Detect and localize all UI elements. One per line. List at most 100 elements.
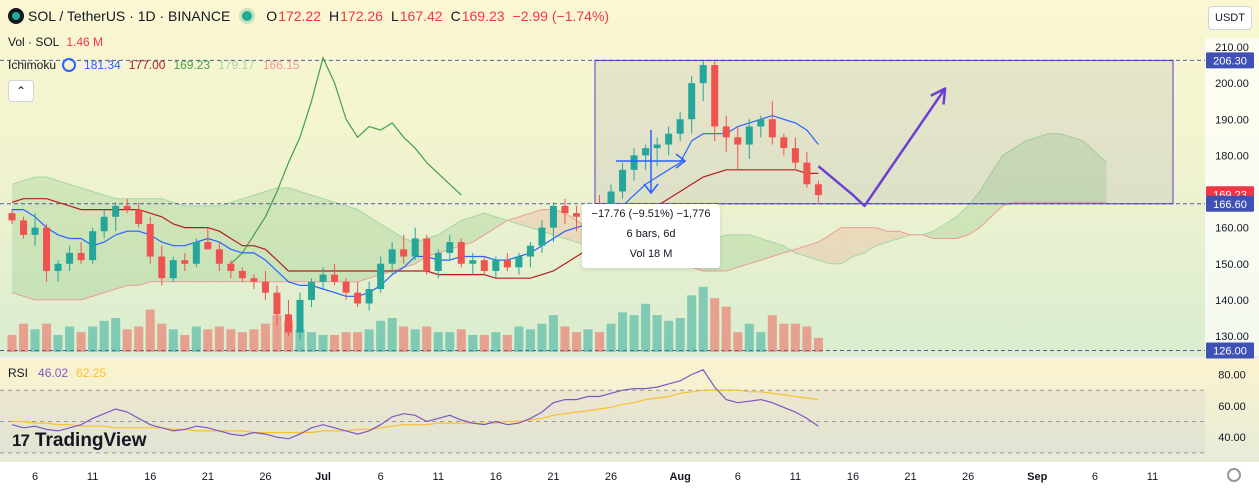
kumo-cloud-segment bbox=[968, 191, 980, 235]
candle-body bbox=[43, 227, 51, 271]
kumo-cloud-segment bbox=[461, 216, 473, 246]
candle-body bbox=[676, 119, 684, 134]
time-axis-tick-label: 21 bbox=[547, 471, 559, 483]
tradingview-logo[interactable]: 17 TradingView bbox=[12, 430, 147, 452]
kumo-cloud-segment bbox=[818, 234, 830, 264]
candle-body bbox=[526, 245, 534, 257]
volume-bar bbox=[422, 326, 432, 352]
volume-value: 1.46 M bbox=[66, 35, 104, 49]
candle-body bbox=[515, 256, 523, 268]
ichimoku-span-a-value: 179.17 bbox=[218, 58, 255, 72]
candle-body bbox=[31, 227, 39, 235]
indicator-source-icon bbox=[62, 58, 77, 72]
kumo-cloud-segment bbox=[772, 242, 784, 257]
volume-bar bbox=[364, 329, 374, 352]
chart-legend-header: SOL / TetherUS · 1D · BINANCE O 172.22 H… bbox=[8, 8, 609, 24]
rsi-legend[interactable]: RSI 46.02 62.25 bbox=[8, 366, 106, 380]
kumo-cloud-segment bbox=[1060, 133, 1072, 203]
volume-bar bbox=[641, 303, 651, 352]
volume-bar bbox=[19, 323, 29, 352]
time-axis-tick-label: 6 bbox=[735, 471, 741, 483]
ohlc-open-key: O bbox=[266, 8, 278, 24]
symbol-title[interactable]: SOL / TetherUS · 1D · BINANCE bbox=[28, 8, 231, 24]
price-axis-tick-label: 210.00 bbox=[1215, 42, 1249, 54]
candle-body bbox=[169, 260, 177, 279]
time-axis-background bbox=[0, 462, 1259, 488]
ichimoku-tenkan-value: 181.34 bbox=[84, 58, 121, 72]
volume-bar bbox=[341, 332, 351, 352]
senkou-span-a-line bbox=[11, 133, 1107, 265]
candle-body bbox=[780, 137, 788, 149]
kumo-cloud-segment bbox=[242, 195, 254, 282]
volume-bar bbox=[502, 335, 512, 352]
candle-body bbox=[734, 137, 742, 145]
volume-bar bbox=[283, 320, 293, 352]
volume-bar bbox=[295, 329, 305, 352]
candle-body bbox=[377, 263, 385, 290]
volume-bar bbox=[790, 323, 800, 352]
candle-body bbox=[665, 133, 673, 145]
candle-body bbox=[250, 278, 258, 282]
price-axis-tick-label: 200.00 bbox=[1215, 78, 1249, 90]
currency-selector[interactable]: USDT bbox=[1208, 6, 1252, 30]
candle-body bbox=[284, 314, 292, 333]
candle-body bbox=[400, 249, 408, 257]
time-axis-tick-label: 6 bbox=[1092, 471, 1098, 483]
candle-body bbox=[192, 242, 200, 264]
price-pane-background bbox=[0, 0, 1259, 356]
volume-bar bbox=[744, 323, 754, 352]
kumo-cloud-segment bbox=[749, 234, 761, 264]
volume-legend[interactable]: Vol · SOL 1.46 M bbox=[8, 35, 103, 49]
kumo-cloud-segment bbox=[253, 191, 266, 282]
ichimoku-legend[interactable]: Ichimoku 181.34 177.00 169.23 179.17 166… bbox=[8, 58, 300, 72]
collapse-legend-button[interactable]: ⌃ bbox=[8, 80, 34, 102]
candle-body bbox=[227, 263, 235, 271]
kumo-cloud-segment bbox=[1071, 137, 1084, 203]
rsi-value: 46.02 bbox=[38, 366, 69, 380]
candle-body bbox=[261, 281, 269, 293]
candle-body bbox=[342, 281, 350, 293]
ohlc-high-key: H bbox=[329, 8, 340, 24]
chikou-span-line bbox=[230, 56, 462, 265]
candle-body bbox=[365, 289, 373, 304]
volume-bar bbox=[53, 335, 63, 352]
kumo-cloud-segment bbox=[357, 209, 370, 282]
volume-bar bbox=[76, 332, 86, 352]
time-axis-tick-label: 16 bbox=[847, 471, 859, 483]
kumo-cloud-segment bbox=[69, 184, 82, 300]
candle-body bbox=[630, 155, 638, 170]
candle-body bbox=[538, 227, 546, 246]
volume-bar bbox=[145, 309, 155, 352]
rsi-axis-tick-label: 80.00 bbox=[1218, 370, 1246, 382]
measure-volume: Vol 18 M bbox=[629, 248, 673, 260]
volume-bar bbox=[330, 335, 340, 352]
volume-bar bbox=[514, 326, 524, 352]
kumo-cloud-segment bbox=[1014, 140, 1026, 203]
volume-bar bbox=[802, 326, 812, 352]
kumo-cloud-segment bbox=[1002, 148, 1015, 206]
candle-body bbox=[572, 213, 580, 217]
kumo-cloud-segment bbox=[829, 227, 842, 264]
market-open-dot-icon bbox=[242, 11, 253, 21]
measure-change: −17.76 (−9.51%) −1,776 bbox=[591, 208, 711, 220]
time-axis-settings-icon[interactable] bbox=[1227, 468, 1241, 482]
candle-body bbox=[688, 83, 696, 120]
candle-body bbox=[204, 242, 212, 250]
candle-body bbox=[423, 238, 431, 271]
candle-body bbox=[388, 249, 396, 264]
candle-body bbox=[549, 205, 557, 228]
volume-bar bbox=[595, 332, 605, 352]
volume-bar bbox=[157, 323, 167, 352]
candle-body bbox=[411, 238, 419, 257]
volume-bar bbox=[779, 323, 789, 352]
kumo-cloud-segment bbox=[737, 234, 750, 268]
volume-bar bbox=[710, 298, 720, 352]
kumo-cloud-segment bbox=[346, 205, 358, 282]
candle-body bbox=[77, 252, 85, 261]
volume-bar bbox=[260, 323, 270, 352]
kumo-cloud-segment bbox=[887, 231, 900, 243]
ohlc-open-value: 172.22 bbox=[278, 8, 322, 24]
solana-logo-icon bbox=[8, 8, 24, 24]
kumo-cloud-segment bbox=[369, 216, 381, 279]
